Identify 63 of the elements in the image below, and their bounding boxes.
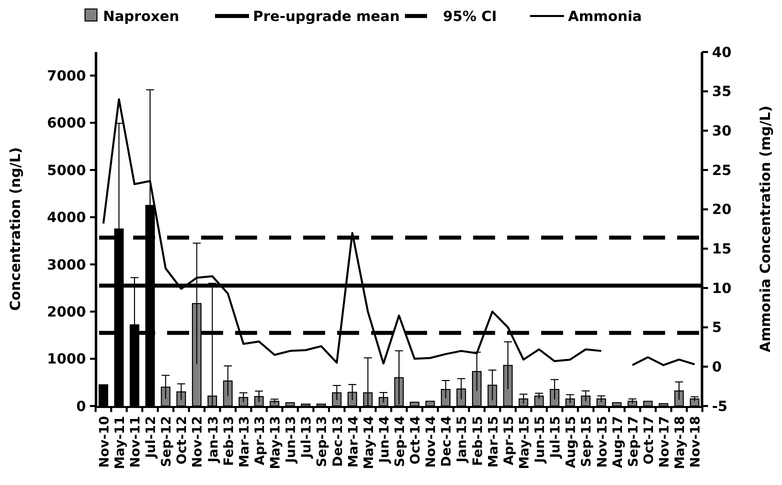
x-tick-label: Nov-11 <box>128 416 144 468</box>
x-tick-label: Sep-15 <box>580 416 595 467</box>
y2-tick-label: 30 <box>712 124 732 140</box>
y-tick-label: 6000 <box>47 116 86 132</box>
x-tick-label: Mar-14 <box>346 416 362 468</box>
x-tick-label: Nov-17 <box>657 416 672 468</box>
x-tick-label: Mar-15 <box>486 416 502 468</box>
x-tick-label: Oct-17 <box>642 416 657 464</box>
x-tick-label: Nov-12 <box>190 416 206 468</box>
x-tick-label: Nov-14 <box>424 416 440 468</box>
x-tick-label: Sep-13 <box>315 416 330 467</box>
legend-label: Naproxen <box>103 8 180 25</box>
x-tick-label: Oct-12 <box>175 416 190 464</box>
x-tick-label: Oct-14 <box>408 416 424 464</box>
x-tick-label: Jun-15 <box>533 416 548 464</box>
y2-tick-label: 5 <box>712 320 722 336</box>
y2-tick-label: 35 <box>712 84 732 100</box>
y2-tick-label: 10 <box>712 280 732 297</box>
x-tick-label: Aug-15 <box>564 416 580 468</box>
legend-label: Pre-upgrade mean <box>253 8 400 25</box>
y2-tick-label: 0 <box>712 360 722 376</box>
x-tick-label: Nov-15 <box>595 416 610 468</box>
y2-tick-label: 25 <box>712 162 732 179</box>
x-tick-label: Aug-17 <box>610 416 626 468</box>
y2-tick-label: -5 <box>712 398 728 415</box>
legend-label: Ammonia <box>568 8 642 25</box>
x-tick-label: Feb-13 <box>222 416 237 466</box>
x-tick-label: Nov-18 <box>688 416 704 468</box>
x-tick-label: Feb-15 <box>470 416 486 466</box>
x-tick-label: Sep-17 <box>626 416 642 467</box>
y-tick-label: 4000 <box>47 210 86 226</box>
x-tick-label: Nov-10 <box>97 416 112 468</box>
legend-label: 95% CI <box>443 8 497 25</box>
x-tick-label: Mar-13 <box>237 416 252 468</box>
y2-axis-title: Ammonia Concentration (mg/L) <box>758 106 774 352</box>
x-tick-label: Jun-13 <box>284 416 300 464</box>
x-tick-label: Jan-15 <box>455 416 470 464</box>
x-tick-label: Jul-15 <box>548 416 564 460</box>
x-tick-label: Sep-14 <box>393 416 408 467</box>
y2-tick-label: 20 <box>712 202 732 218</box>
y-axis-title: Concentration (ng/L) <box>8 147 24 311</box>
x-tick-label: May-11 <box>112 416 128 470</box>
x-tick-label: Jul-12 <box>144 416 160 460</box>
x-tick-label: May-13 <box>268 416 284 470</box>
x-tick-label: Dec-14 <box>440 416 455 467</box>
y2-tick-label: 40 <box>712 44 732 61</box>
y-tick-label: 2000 <box>47 304 86 320</box>
x-tick-label: Apr-15 <box>502 416 517 466</box>
x-tick-label: May-18 <box>673 416 688 470</box>
x-tick-label: Jan-13 <box>206 416 222 464</box>
y-tick-label: 0 <box>76 398 86 415</box>
x-tick-label: May-15 <box>517 416 532 470</box>
x-tick-label: May-14 <box>362 416 377 470</box>
y-tick-label: 5000 <box>47 162 86 179</box>
y-tick-label: 3000 <box>47 257 86 274</box>
y2-tick-label: 15 <box>712 242 732 258</box>
y-tick-label: 1000 <box>47 352 86 368</box>
x-tick-label: Jun-14 <box>377 416 392 464</box>
x-tick-label: Sep-12 <box>160 416 175 467</box>
x-tick-label: Jul-13 <box>300 416 315 460</box>
y-tick-label: 7000 <box>47 68 86 84</box>
x-tick-label: Apr-13 <box>252 416 268 466</box>
x-tick-label: Dec-13 <box>330 416 346 467</box>
